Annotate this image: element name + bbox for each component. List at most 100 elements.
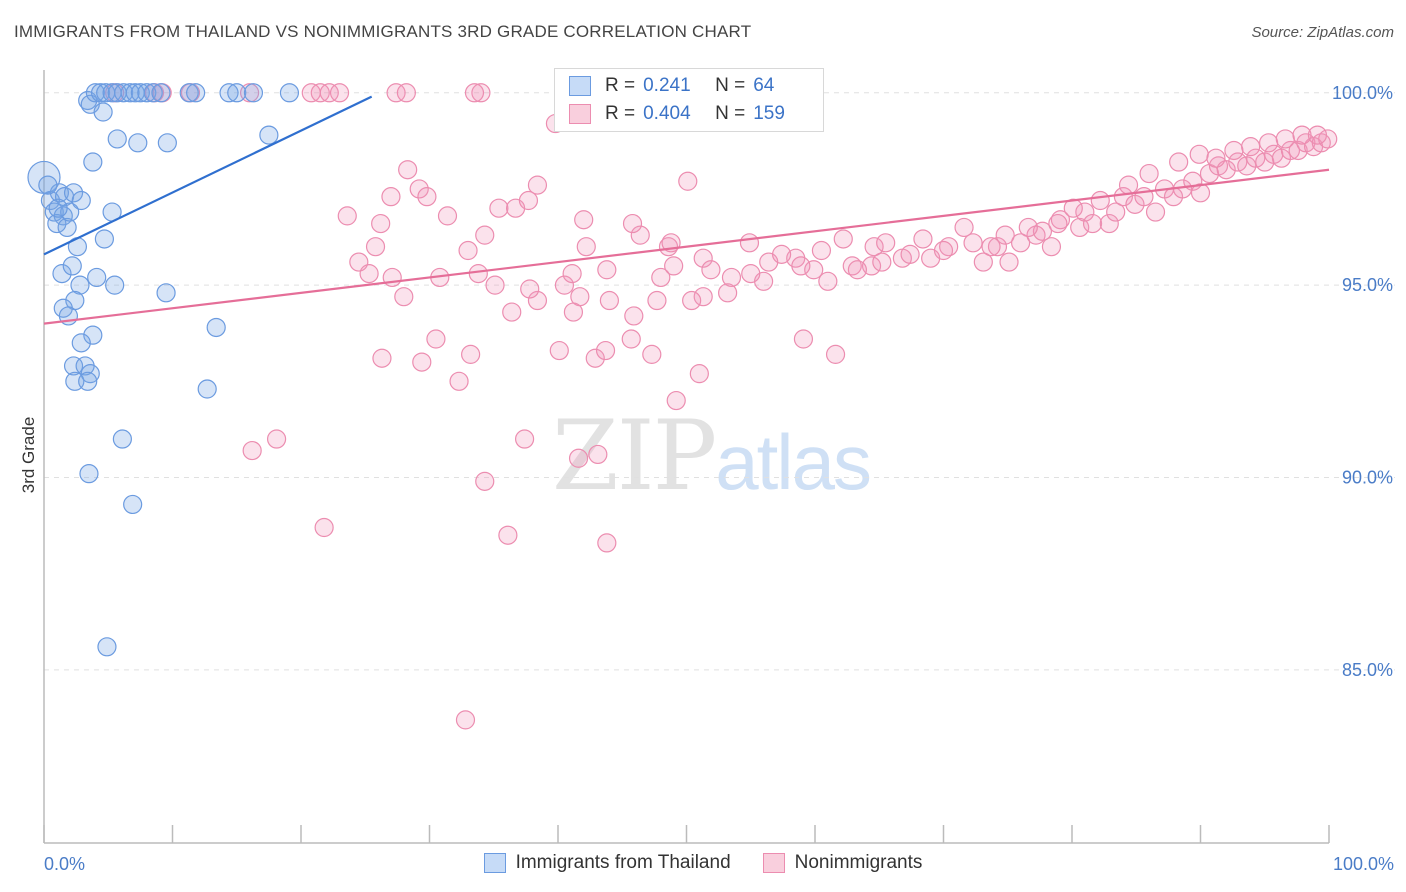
data-point bbox=[417, 187, 437, 207]
legend-n-label: N = bbox=[715, 75, 746, 96]
data-point bbox=[621, 329, 641, 349]
data-point bbox=[721, 267, 742, 288]
data-point bbox=[999, 252, 1019, 272]
data-point bbox=[123, 494, 143, 515]
data-point bbox=[314, 517, 334, 538]
data-point bbox=[60, 202, 80, 222]
data-point bbox=[739, 233, 760, 253]
data-point bbox=[939, 237, 959, 257]
data-point bbox=[622, 213, 643, 234]
data-point bbox=[818, 271, 838, 291]
data-point bbox=[576, 237, 596, 257]
data-point bbox=[62, 256, 82, 276]
data-point bbox=[489, 198, 509, 218]
data-point bbox=[1288, 140, 1308, 161]
data-point bbox=[666, 390, 686, 411]
data-point bbox=[864, 237, 884, 257]
trend-line bbox=[43, 168, 1330, 325]
y-tick-label: 90.0% bbox=[1342, 468, 1393, 488]
data-point bbox=[105, 275, 125, 295]
data-point bbox=[527, 290, 548, 311]
data-point bbox=[471, 83, 491, 103]
data-point bbox=[1113, 187, 1134, 207]
data-point bbox=[426, 329, 446, 349]
data-point bbox=[78, 371, 98, 391]
watermark-zip: ZIP bbox=[552, 400, 717, 512]
data-point bbox=[1090, 190, 1110, 211]
data-point bbox=[475, 471, 495, 491]
data-point bbox=[1190, 183, 1211, 203]
data-point bbox=[981, 237, 1001, 257]
data-point bbox=[741, 264, 761, 284]
data-point bbox=[585, 348, 605, 368]
data-point bbox=[1292, 125, 1312, 145]
data-point bbox=[995, 225, 1015, 245]
data-point bbox=[502, 302, 522, 322]
bottom-legend: Immigrants from Thailand Nonimmigrants bbox=[0, 852, 1406, 874]
data-point bbox=[518, 190, 539, 211]
data-point bbox=[498, 525, 518, 545]
data-point bbox=[1041, 237, 1062, 257]
data-point bbox=[179, 83, 199, 103]
data-point bbox=[137, 83, 157, 103]
data-point bbox=[120, 83, 140, 103]
data-point bbox=[396, 83, 416, 103]
data-point bbox=[227, 83, 247, 103]
data-point bbox=[266, 429, 287, 449]
data-point bbox=[630, 225, 650, 245]
data-point bbox=[872, 252, 892, 272]
data-point bbox=[933, 240, 954, 261]
data-point bbox=[112, 429, 132, 449]
y-axis-label: 3rd Grade bbox=[19, 417, 38, 494]
data-point bbox=[49, 183, 70, 203]
data-point bbox=[588, 444, 608, 465]
data-point bbox=[624, 306, 644, 326]
watermark: ZIPatlas bbox=[552, 400, 872, 512]
axes bbox=[43, 70, 1330, 844]
stats-legend: R = 0.241 N = 64 R = 0.404 N = 159 bbox=[554, 68, 824, 132]
source-label: Source: ZipAtlas.com bbox=[1251, 24, 1394, 41]
data-point bbox=[568, 448, 589, 468]
data-point bbox=[793, 329, 814, 349]
data-point bbox=[682, 290, 702, 311]
data-point bbox=[1307, 125, 1328, 145]
legend-r-value-pink: 0.404 bbox=[643, 103, 691, 124]
data-point bbox=[693, 248, 713, 268]
data-point bbox=[63, 183, 84, 203]
data-point bbox=[475, 225, 495, 245]
data-point bbox=[458, 240, 478, 261]
legend-item-nonimmigrants[interactable]: Nonimmigrants bbox=[762, 852, 923, 874]
data-point bbox=[1118, 175, 1139, 195]
data-point bbox=[833, 229, 853, 249]
data-point bbox=[1145, 202, 1166, 222]
legend-label-nonimmigrants: Nonimmigrants bbox=[794, 852, 923, 873]
data-point bbox=[107, 129, 127, 149]
legend-item-immigrants-thailand[interactable]: Immigrants from Thailand bbox=[483, 852, 731, 874]
data-point bbox=[973, 252, 993, 272]
legend-swatch-blue bbox=[483, 853, 506, 873]
data-point bbox=[595, 340, 616, 361]
data-point bbox=[90, 83, 111, 103]
legend-row-blue: R = 0.241 N = 64 bbox=[569, 73, 774, 99]
data-point bbox=[80, 364, 100, 384]
watermark-atlas: atlas bbox=[715, 418, 872, 506]
data-point bbox=[79, 464, 99, 484]
data-point bbox=[562, 264, 582, 284]
data-point bbox=[1259, 133, 1279, 153]
y-tick-label: 85.0% bbox=[1342, 660, 1393, 680]
data-point bbox=[47, 213, 67, 234]
legend-r-value-blue: 0.241 bbox=[643, 75, 691, 96]
data-point bbox=[242, 440, 262, 461]
data-point bbox=[1106, 202, 1126, 222]
data-point bbox=[554, 275, 575, 295]
data-point bbox=[468, 264, 488, 284]
legend-swatch-pink bbox=[762, 853, 785, 873]
data-point bbox=[52, 264, 72, 284]
data-point bbox=[398, 160, 418, 180]
data-point bbox=[574, 210, 594, 230]
data-point bbox=[394, 287, 414, 307]
data-point bbox=[464, 83, 485, 103]
data-point bbox=[128, 133, 148, 153]
data-point bbox=[329, 83, 350, 103]
